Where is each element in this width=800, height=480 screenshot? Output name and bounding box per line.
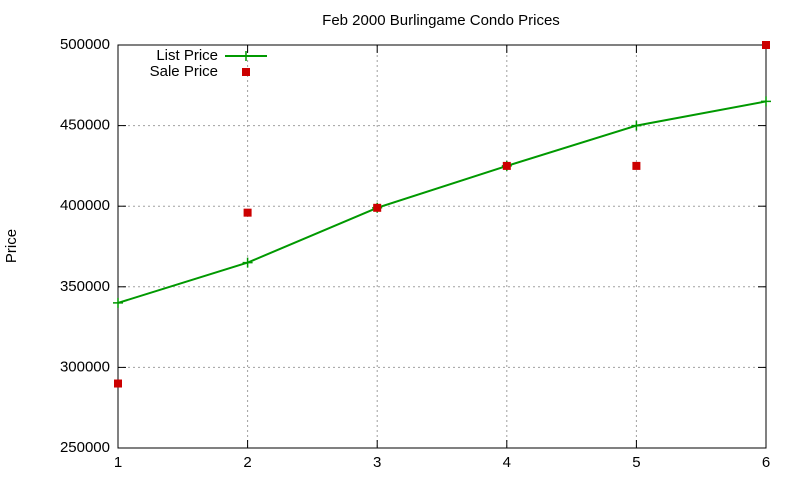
legend-label: Sale Price: [150, 63, 218, 80]
x-tick-label: 2: [243, 454, 251, 471]
data-point: [114, 379, 122, 388]
y-axis-label: Price: [3, 229, 20, 263]
y-tick-label: 400000: [60, 197, 110, 214]
legend-marker: [241, 51, 251, 61]
x-tick-label: 1: [114, 454, 122, 471]
y-tick-label: 300000: [60, 358, 110, 375]
data-point: [242, 257, 253, 268]
data-point: [632, 161, 641, 170]
data-point: [243, 208, 252, 217]
data-point: [631, 120, 642, 131]
chart-title: Feb 2000 Burlingame Condo Prices: [322, 12, 560, 29]
legend-marker: [242, 68, 250, 76]
x-tick-label: 5: [632, 454, 640, 471]
data-point: [762, 41, 770, 49]
series-line: [117, 100, 767, 304]
y-tick-label: 250000: [60, 439, 110, 456]
x-tick-label: 4: [503, 454, 511, 471]
data-point: [761, 96, 771, 107]
x-tick-label: 3: [373, 454, 381, 471]
y-tick-label: 450000: [60, 117, 110, 134]
y-tick-label: 350000: [60, 278, 110, 295]
data-point: [502, 161, 511, 170]
plot-border: [117, 44, 767, 449]
data-point: [373, 203, 382, 212]
x-tick-label: 6: [762, 454, 770, 471]
y-tick-label: 500000: [60, 36, 110, 53]
legend-label: List Price: [156, 47, 218, 64]
data-point: [113, 297, 123, 308]
